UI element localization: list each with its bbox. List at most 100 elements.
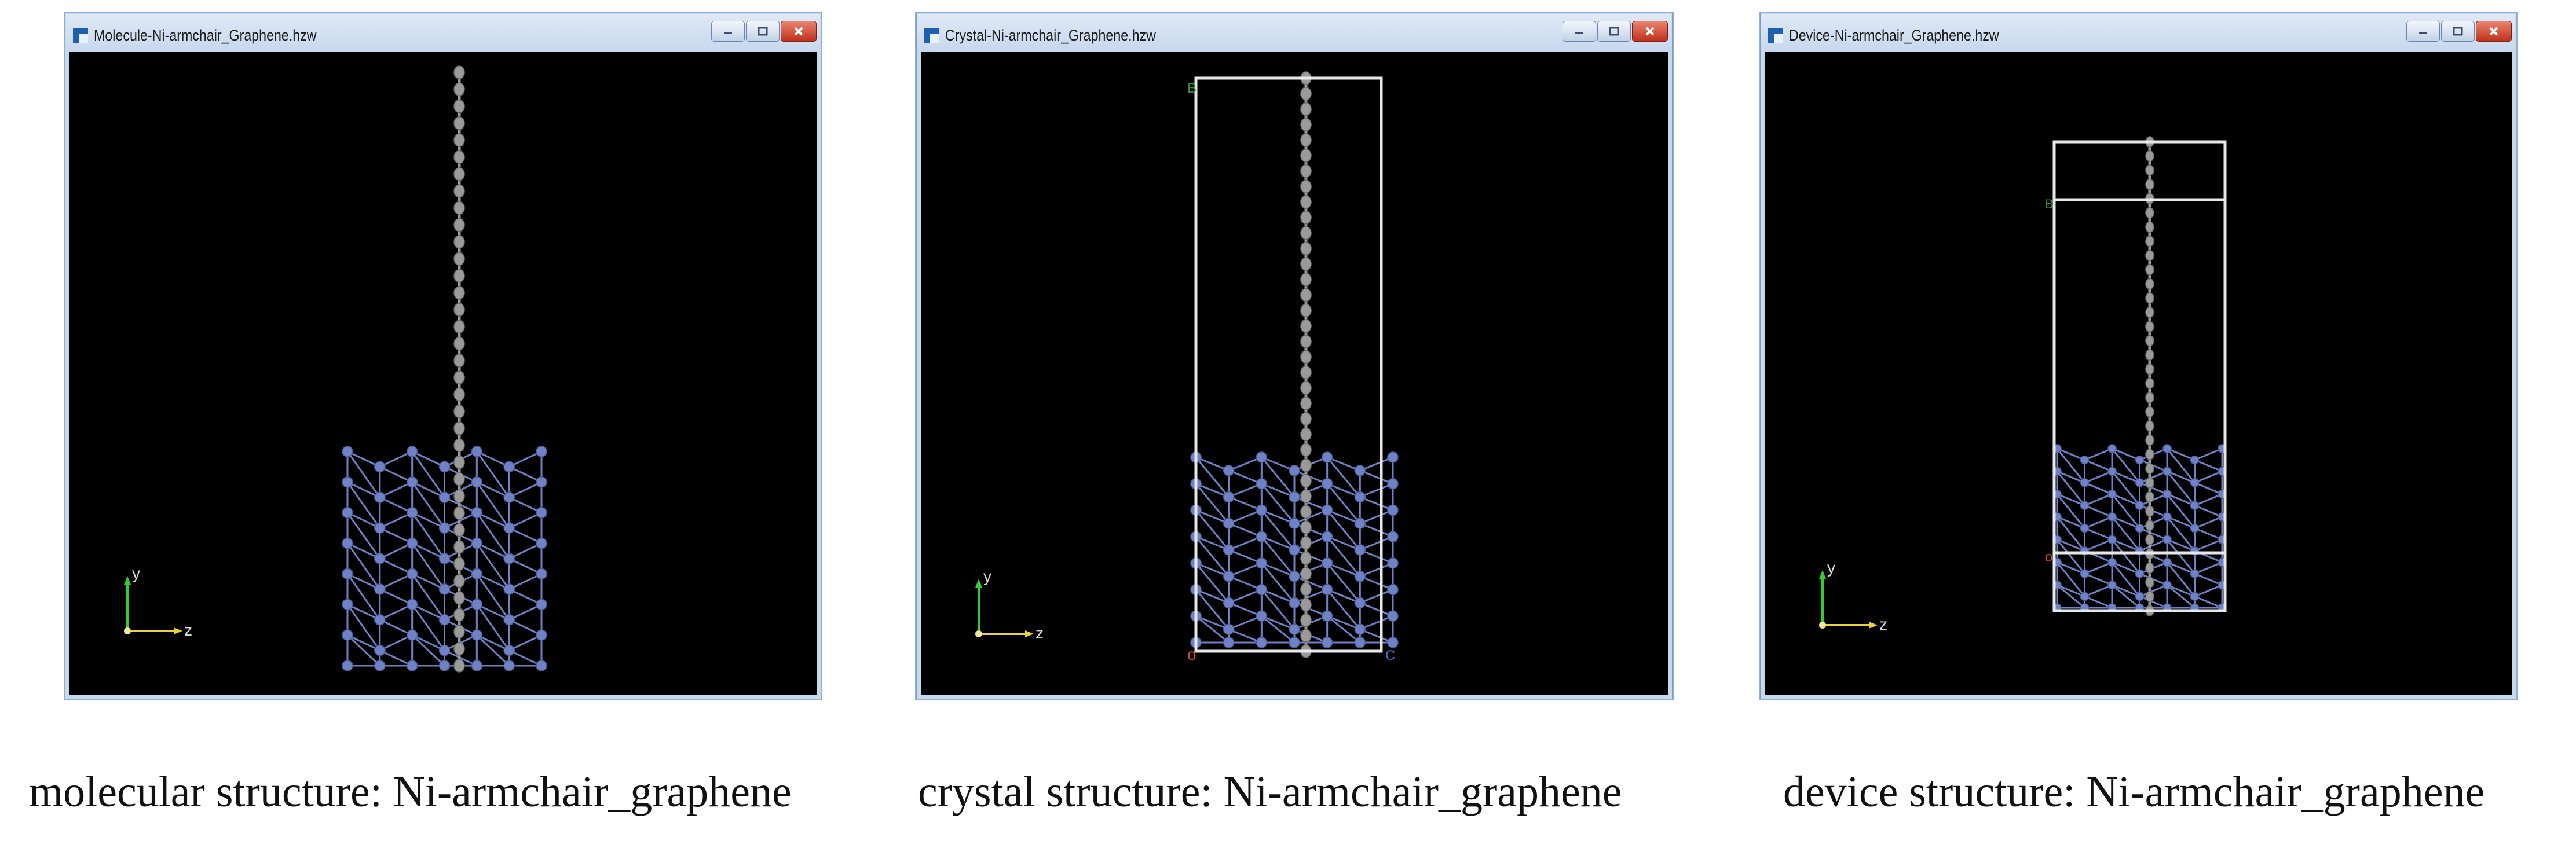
app-icon [73, 28, 88, 43]
nickel-atom [1321, 557, 1333, 569]
maximize-button[interactable] [1597, 21, 1631, 42]
carbon-atom [1300, 597, 1312, 612]
nickel-atom [1387, 531, 1399, 542]
structure-viewport[interactable]: y z [69, 52, 817, 695]
maximize-button[interactable] [2441, 21, 2475, 42]
carbon-atom [1300, 257, 1312, 271]
axis-y-label: y [132, 564, 140, 582]
nickel-atom [406, 506, 418, 519]
minimize-button[interactable] [1563, 21, 1596, 42]
nickel-atom [406, 629, 418, 641]
minimize-button[interactable] [2406, 21, 2440, 42]
carbon-atom [453, 269, 465, 283]
carbon-atom [2145, 392, 2154, 403]
cell-b-label: B [2045, 197, 2054, 211]
nickel-atom [2107, 512, 2117, 522]
nickel-atom [1387, 451, 1399, 463]
carbon-atom [1300, 273, 1312, 287]
carbon-atom [453, 235, 465, 249]
structure-viewport[interactable]: o B C y z [921, 52, 1668, 695]
title-bar[interactable]: Crystal-Ni-armchair_Graphene.hzw [917, 14, 1671, 51]
carbon-atom [453, 116, 465, 130]
carbon-atom [453, 625, 465, 639]
nickel-atom [374, 644, 386, 656]
nickel-atom [2080, 592, 2090, 601]
carbon-atom [1300, 535, 1312, 550]
nickel-atom [1223, 544, 1235, 556]
carbon-atom [1300, 133, 1312, 147]
nickel-atom [2080, 569, 2090, 578]
carbon-atom [1300, 164, 1312, 178]
nickel-atom [2190, 569, 2200, 578]
nickel-atom [2162, 580, 2172, 590]
carbon-atom [2145, 449, 2154, 460]
nickel-atom [2190, 455, 2200, 465]
axis-z-label: z [1035, 624, 1044, 642]
carbon-atom [1300, 149, 1312, 163]
close-button[interactable] [2476, 21, 2512, 42]
nickel-atom [1223, 570, 1235, 582]
close-button[interactable] [781, 21, 817, 42]
maximize-button[interactable] [746, 21, 780, 42]
carbon-atom [2145, 249, 2154, 262]
nickel-atom [342, 537, 353, 549]
carbon-atom [2145, 377, 2154, 390]
nickel-atom [1223, 517, 1235, 530]
nickel-atom [438, 553, 451, 564]
title-bar[interactable]: Molecule-Ni-armchair_Graphene.hzw [66, 14, 820, 51]
nickel-atom [1321, 637, 1333, 648]
carbon-atom [453, 201, 465, 215]
window-molecule[interactable]: Molecule-Ni-armchair_Graphene.hzw y z [64, 12, 822, 700]
nickel-atom [1223, 465, 1235, 476]
nickel-atom [1289, 637, 1300, 648]
nickel-atom [2190, 478, 2200, 487]
close-button[interactable] [1632, 21, 1668, 42]
carbon-atom [2145, 590, 2154, 603]
nickel-atom [2190, 523, 2200, 533]
caption-molecule: molecular structure: Ni-armchair_graphen… [29, 768, 792, 816]
nickel-atom [406, 660, 418, 671]
window-crystal[interactable]: Crystal-Ni-armchair_Graphene.hzw o B C [915, 12, 1674, 700]
carbon-atom [2145, 207, 2154, 219]
carbon-chain [1300, 71, 1312, 658]
structure-viewport[interactable]: o B y z [1765, 52, 2512, 695]
nickel-atom [374, 583, 386, 595]
carbon-atom [1300, 458, 1312, 472]
nickel-atom [1289, 544, 1300, 556]
nickel-atom [1387, 504, 1399, 516]
nickel-atom [2107, 467, 2117, 476]
window-device[interactable]: Device-Ni-armchair_Graphene.hzw o B [1759, 12, 2518, 700]
carbon-atom [453, 133, 465, 147]
nickel-atom [1223, 637, 1235, 648]
nickel-atom [471, 660, 483, 671]
carbon-atom [453, 65, 465, 79]
close-icon [794, 27, 803, 36]
carbon-atom [2145, 406, 2154, 418]
nickel-atom [536, 476, 547, 488]
nickel-atom [1354, 465, 1366, 476]
nickel-atom [1321, 451, 1333, 463]
title-bar[interactable]: Device-Ni-armchair_Graphene.hzw [1761, 14, 2515, 51]
window-title: Device-Ni-armchair_Graphene.hzw [1789, 27, 1999, 44]
nickel-atom [342, 568, 353, 580]
minimize-button[interactable] [711, 21, 745, 42]
carbon-atom [453, 506, 465, 520]
nickel-atom [2162, 444, 2172, 453]
carbon-atom [1300, 520, 1312, 534]
carbon-atom [453, 218, 465, 232]
nickel-atom [503, 491, 515, 504]
nickel-atom [2162, 535, 2172, 544]
carbon-atom [2145, 221, 2154, 233]
nickel-atom [2162, 467, 2172, 476]
carbon-atom [2145, 164, 2154, 176]
carbon-atom [453, 354, 465, 368]
unit-cell-box [1194, 76, 1383, 653]
carbon-atom [1300, 303, 1312, 318]
carbon-atom [453, 387, 465, 402]
nickel-atom [2135, 478, 2145, 487]
nickel-atom [406, 476, 418, 488]
nickel-atom [342, 599, 353, 611]
minimize-icon [1575, 32, 1583, 34]
nickel-atom [1354, 623, 1366, 635]
nickel-atom [2107, 489, 2117, 499]
